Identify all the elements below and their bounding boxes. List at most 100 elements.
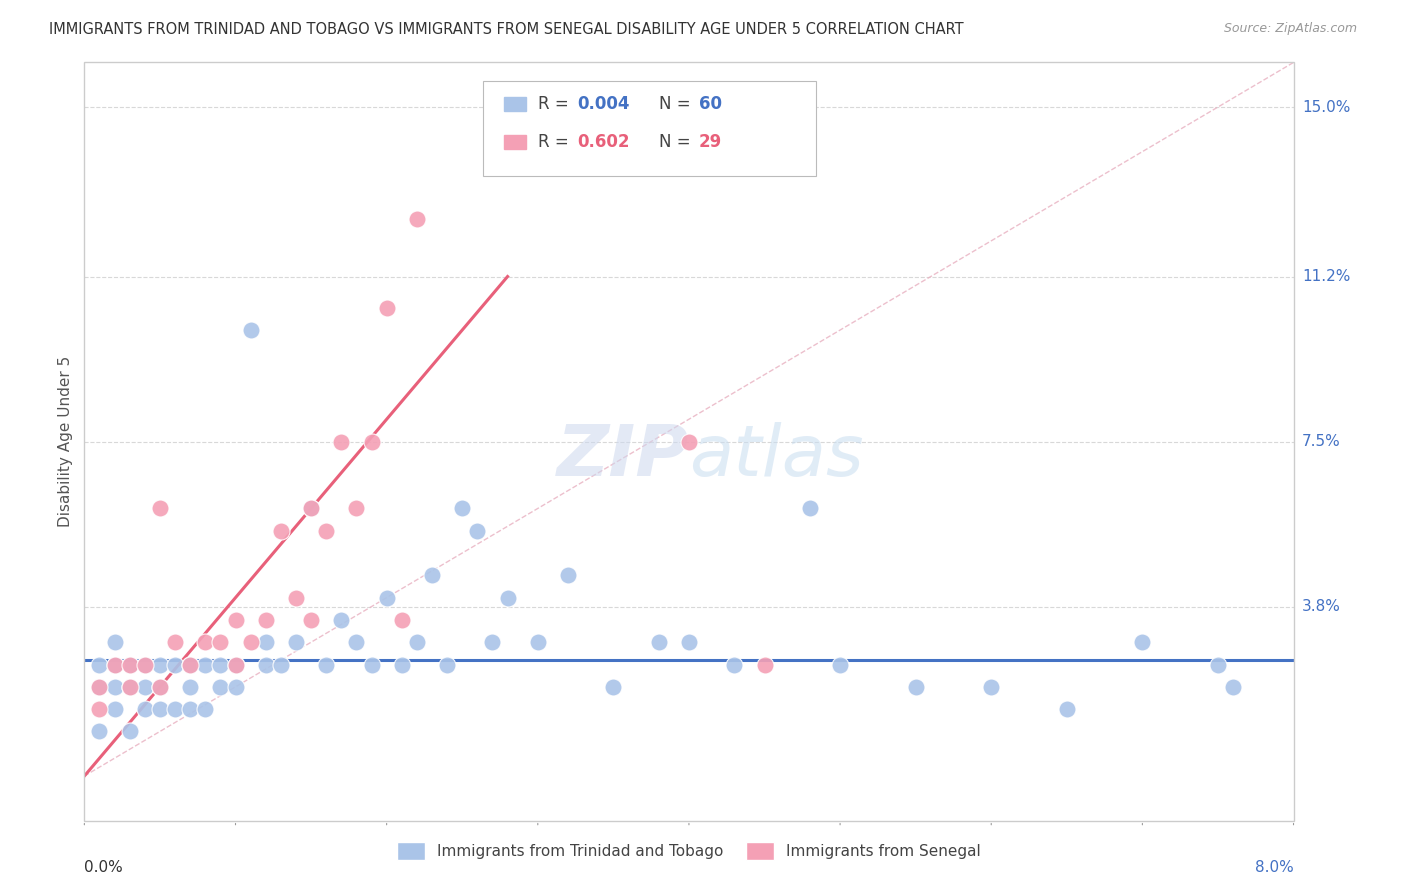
Text: 0.004: 0.004 [578, 95, 630, 113]
Point [270, 657, 292, 672]
Point [89, 702, 111, 716]
Point [179, 657, 201, 672]
Point [239, 323, 262, 337]
FancyBboxPatch shape [484, 81, 815, 177]
Text: 8.0%: 8.0% [1254, 860, 1294, 874]
Point [602, 680, 624, 694]
Point [149, 702, 172, 716]
Point [104, 680, 127, 694]
Point [194, 657, 217, 672]
Point [254, 613, 277, 627]
Point [254, 635, 277, 649]
Point [104, 702, 127, 716]
Point [299, 613, 322, 627]
Bar [503, 97, 526, 111]
Point [165, 657, 187, 672]
Point [315, 657, 337, 672]
Point [165, 702, 187, 716]
Point [1222, 680, 1244, 694]
Text: R =: R = [538, 95, 574, 113]
Text: R =: R = [538, 133, 574, 151]
Point [648, 635, 671, 649]
Point [406, 635, 429, 649]
Text: 15.0%: 15.0% [1302, 100, 1350, 114]
Point [118, 657, 141, 672]
Point [299, 501, 322, 516]
Text: 0.0%: 0.0% [84, 860, 124, 874]
Point [134, 680, 156, 694]
Point [194, 702, 217, 716]
Point [723, 657, 745, 672]
Point [225, 657, 247, 672]
Point [375, 301, 398, 315]
Point [209, 680, 232, 694]
Point [391, 613, 413, 627]
Point [496, 591, 519, 605]
Point [118, 724, 141, 739]
Point [118, 680, 141, 694]
Text: 3.8%: 3.8% [1302, 599, 1341, 614]
Point [134, 657, 156, 672]
Point [104, 657, 127, 672]
Point [375, 591, 398, 605]
Text: N =: N = [659, 95, 696, 113]
Point [420, 568, 443, 582]
Point [89, 724, 111, 739]
Point [346, 635, 368, 649]
Point [134, 702, 156, 716]
Point [799, 501, 821, 516]
Point [89, 657, 111, 672]
Point [118, 680, 141, 694]
Point [239, 635, 262, 649]
Point [194, 635, 217, 649]
Bar [503, 136, 526, 149]
Point [391, 657, 413, 672]
Point [225, 657, 247, 672]
Text: Source: ZipAtlas.com: Source: ZipAtlas.com [1223, 22, 1357, 36]
Point [209, 657, 232, 672]
Point [980, 680, 1002, 694]
Text: N =: N = [659, 133, 696, 151]
Point [225, 613, 247, 627]
Text: 60: 60 [699, 95, 721, 113]
Text: 11.2%: 11.2% [1302, 269, 1350, 284]
Point [89, 680, 111, 694]
Point [1132, 635, 1154, 649]
Point [285, 591, 308, 605]
Point [285, 635, 308, 649]
Point [1206, 657, 1229, 672]
Point [89, 680, 111, 694]
Point [481, 635, 503, 649]
Point [406, 211, 429, 226]
Point [270, 524, 292, 538]
Point [904, 680, 927, 694]
Point [678, 635, 700, 649]
Point [360, 434, 382, 449]
Point [557, 568, 579, 582]
Point [149, 501, 172, 516]
Text: IMMIGRANTS FROM TRINIDAD AND TOBAGO VS IMMIGRANTS FROM SENEGAL DISABILITY AGE UN: IMMIGRANTS FROM TRINIDAD AND TOBAGO VS I… [49, 22, 965, 37]
Legend: Immigrants from Trinidad and Tobago, Immigrants from Senegal: Immigrants from Trinidad and Tobago, Imm… [391, 836, 987, 866]
Point [315, 524, 337, 538]
Y-axis label: Disability Age Under 5: Disability Age Under 5 [58, 356, 73, 527]
Point [134, 657, 156, 672]
Point [104, 635, 127, 649]
Point [330, 613, 353, 627]
Point [360, 657, 382, 672]
Point [118, 657, 141, 672]
Point [179, 657, 201, 672]
Text: 0.602: 0.602 [578, 133, 630, 151]
Point [179, 680, 201, 694]
Text: ZIP: ZIP [557, 422, 689, 491]
Point [179, 702, 201, 716]
Point [527, 635, 550, 649]
Point [149, 680, 172, 694]
Point [225, 680, 247, 694]
Text: atlas: atlas [689, 422, 863, 491]
Point [330, 434, 353, 449]
Text: 29: 29 [699, 133, 721, 151]
Point [209, 635, 232, 649]
Point [149, 657, 172, 672]
Point [346, 501, 368, 516]
Point [104, 657, 127, 672]
